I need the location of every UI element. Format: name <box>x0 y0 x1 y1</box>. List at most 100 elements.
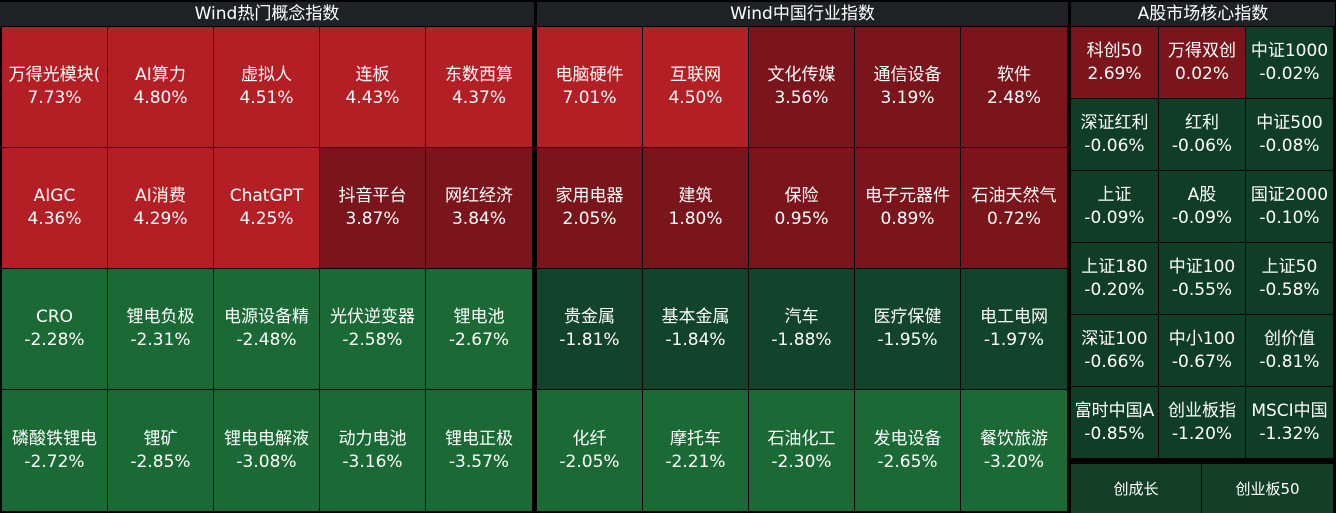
index-change-pct: 4.36% <box>27 209 82 229</box>
index-tile[interactable]: 国证2000 -0.10% <box>1246 171 1333 242</box>
index-tile[interactable]: 科创50 2.69% <box>1071 27 1158 98</box>
index-name: 上证180 <box>1081 256 1148 277</box>
chuangye-50-button[interactable]: 创业板50 <box>1202 464 1333 513</box>
index-change-pct: -0.06% <box>1171 135 1233 156</box>
concept-index-grid: 万得光模块(7.73% AI算力 4.80% 虚拟人 4.51% 连板 4.43% 东数西算 4… <box>2 27 532 512</box>
index-tile[interactable]: 创价值 -0.81% <box>1246 315 1333 386</box>
index-tile[interactable]: 上证50 -0.58% <box>1246 243 1333 314</box>
index-tile[interactable]: 动力电池 -3.16% <box>320 390 425 511</box>
index-tile[interactable]: 建筑 1.80% <box>643 148 748 268</box>
index-change-pct: 7.01% <box>562 88 617 108</box>
index-tile[interactable]: 红利 -0.06% <box>1159 99 1245 170</box>
index-tile[interactable]: 石油天然气 0.72% <box>961 148 1067 268</box>
index-change-pct: -2.28% <box>24 330 85 350</box>
index-change-pct: -1.95% <box>877 330 938 350</box>
index-tile[interactable]: 汽车 -1.88% <box>749 269 854 389</box>
index-change-pct: -0.85% <box>1084 423 1145 444</box>
index-name: 中小100 <box>1168 328 1236 349</box>
index-tile[interactable]: CRO -2.28% <box>2 269 107 389</box>
index-tile[interactable]: 万得双创 0.02% <box>1159 27 1245 98</box>
index-name: 富时中国A <box>1074 400 1155 421</box>
index-change-pct: -1.88% <box>771 330 832 350</box>
index-tile[interactable]: 光伏逆变器 -2.58% <box>320 269 425 389</box>
index-name: 医疗保健 <box>873 307 942 327</box>
index-tile[interactable]: 锂电负极 -2.31% <box>108 269 213 389</box>
index-tile[interactable]: MSCI中国 -1.32% <box>1246 387 1333 458</box>
index-tile[interactable]: 摩托车 -2.21% <box>643 390 748 511</box>
index-name: 餐饮旅游 <box>980 428 1048 449</box>
industry-index-grid: 电脑硬件 7.01% 互联网 4.50% 文化传媒 3.56% 通信设备 3.19% 软件 2.4… <box>537 27 1067 512</box>
index-tile[interactable]: AI消费 4.29% <box>108 148 213 268</box>
index-tile[interactable]: 深证100 -0.66% <box>1071 315 1158 386</box>
index-tile[interactable]: 中证1000 -0.02% <box>1246 27 1333 98</box>
index-tile[interactable]: 锂矿 -2.85% <box>108 390 213 511</box>
index-change-pct: 3.19% <box>880 88 935 108</box>
index-tile[interactable]: A股 -0.09% <box>1159 171 1245 242</box>
index-name: 摩托车 <box>670 428 721 449</box>
index-name: 中证500 <box>1256 112 1323 133</box>
index-change-pct: -2.30% <box>771 451 832 472</box>
index-tile[interactable]: 万得光模块(7.73% <box>2 27 107 147</box>
index-change-pct: 2.05% <box>562 209 617 229</box>
index-tile[interactable]: 上证 -0.09% <box>1071 171 1158 242</box>
panel-title: Wind热门概念指数 <box>0 2 534 26</box>
index-name: 锂电正极 <box>445 428 513 449</box>
index-tile[interactable]: 富时中国A -0.85% <box>1071 387 1158 458</box>
index-tile[interactable]: 文化传媒 3.56% <box>749 27 854 147</box>
index-tile[interactable]: 东数西算 4.37% <box>426 27 532 147</box>
index-tile[interactable]: 石油化工 -2.30% <box>749 390 854 511</box>
index-name: 红利 <box>1185 112 1219 133</box>
index-name: 创价值 <box>1264 328 1315 349</box>
index-name: 软件 <box>997 65 1031 85</box>
index-tile[interactable]: 基本金属 -1.84% <box>643 269 748 389</box>
index-name: 国证2000 <box>1250 184 1329 205</box>
index-tile[interactable]: 深证红利 -0.06% <box>1071 99 1158 170</box>
index-tile[interactable]: 虚拟人 4.51% <box>214 27 319 147</box>
index-tile[interactable]: 电源设备精 -2.48% <box>214 269 319 389</box>
index-tile[interactable]: 抖音平台 3.87% <box>320 148 425 268</box>
index-change-pct: 4.80% <box>133 88 188 108</box>
index-tile[interactable]: 中证500 -0.08% <box>1246 99 1333 170</box>
index-tile[interactable]: 上证180 -0.20% <box>1071 243 1158 314</box>
index-change-pct: -2.65% <box>877 451 938 472</box>
index-change-pct: 0.95% <box>774 209 829 229</box>
index-change-pct: 7.73% <box>27 88 82 108</box>
index-tile[interactable]: 网红经济 3.84% <box>426 148 532 268</box>
index-tile[interactable]: 软件 2.48% <box>961 27 1067 147</box>
index-tile[interactable]: 中证100 -0.55% <box>1159 243 1245 314</box>
index-tile[interactable]: 锂电池 -2.67% <box>426 269 532 389</box>
index-tile[interactable]: 医疗保健 -1.95% <box>855 269 960 389</box>
index-tile[interactable]: 发电设备 -2.65% <box>855 390 960 511</box>
index-name: 贵金属 <box>564 307 615 327</box>
index-tile[interactable]: 磷酸铁锂电 -2.72% <box>2 390 107 511</box>
index-tile[interactable]: 化纤 -2.05% <box>537 390 642 511</box>
chuang-chengzhang-button[interactable]: 创成长 <box>1071 464 1201 513</box>
index-tile[interactable]: 锂电正极 -3.57% <box>426 390 532 511</box>
index-tile[interactable]: AI算力 4.80% <box>108 27 213 147</box>
index-name: 中证100 <box>1168 256 1236 277</box>
index-change-pct: -0.66% <box>1084 351 1145 372</box>
index-tile[interactable]: ChatGPT 4.25% <box>214 148 319 268</box>
index-change-pct: -2.72% <box>24 451 85 472</box>
index-name: 通信设备 <box>873 65 942 85</box>
index-tile[interactable]: 创业板指 -1.20% <box>1159 387 1245 458</box>
index-tile[interactable]: 中小100 -0.67% <box>1159 315 1245 386</box>
index-name: 互联网 <box>670 65 721 85</box>
index-change-pct: -3.16% <box>342 451 403 472</box>
index-tile[interactable]: 锂电电解液 -3.08% <box>214 390 319 511</box>
index-name: 科创50 <box>1086 40 1143 61</box>
index-tile[interactable]: 保险 0.95% <box>749 148 854 268</box>
index-tile[interactable]: 连板 4.43% <box>320 27 425 147</box>
index-tile[interactable]: 餐饮旅游 -3.20% <box>961 390 1067 511</box>
index-tile[interactable]: 电脑硬件 7.01% <box>537 27 642 147</box>
index-name: 文化传媒 <box>767 65 836 85</box>
index-tile[interactable]: 家用电器 2.05% <box>537 148 642 268</box>
index-tile[interactable]: 通信设备 3.19% <box>855 27 960 147</box>
index-tile[interactable]: 电工电网 -1.97% <box>961 269 1067 389</box>
index-tile[interactable]: 电子元器件 0.89% <box>855 148 960 268</box>
index-name: 汽车 <box>784 307 819 327</box>
index-tile[interactable]: AIGC 4.36% <box>2 148 107 268</box>
index-name: 建筑 <box>678 186 713 206</box>
index-tile[interactable]: 互联网 4.50% <box>643 27 748 147</box>
index-tile[interactable]: 贵金属 -1.81% <box>537 269 642 389</box>
